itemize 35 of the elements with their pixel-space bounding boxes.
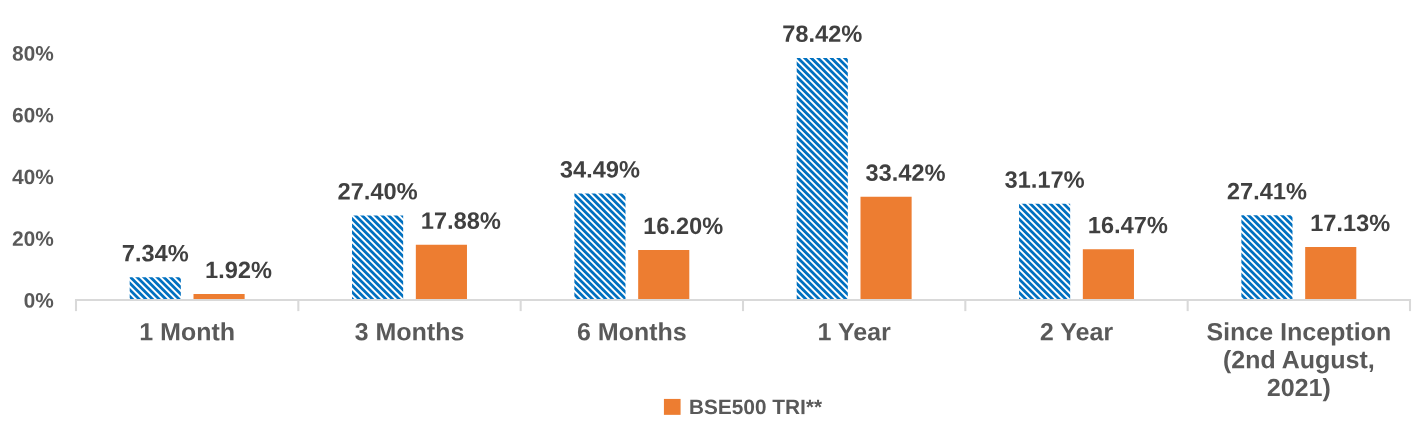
x-tick-label: 1 Year bbox=[819, 323, 891, 341]
x-tick-label: 3 Months bbox=[355, 322, 464, 341]
bar bbox=[1082, 249, 1134, 300]
bar bbox=[415, 244, 467, 300]
bar bbox=[574, 193, 626, 300]
data-label: 34.49% bbox=[560, 161, 640, 178]
data-label: 16.47% bbox=[1089, 216, 1168, 234]
y-tick-label: 80% bbox=[12, 46, 54, 61]
y-tick-label: 60% bbox=[12, 107, 54, 123]
y-tick-label: 40% bbox=[12, 169, 54, 185]
bar bbox=[796, 57, 848, 300]
y-tick-label: 0% bbox=[24, 293, 54, 308]
x-tick-label: 6 Months bbox=[577, 322, 686, 341]
data-label: 27.40% bbox=[338, 182, 418, 200]
bar bbox=[352, 215, 404, 300]
y-tick-label: 20% bbox=[12, 231, 54, 246]
x-tick-label: 1 Month bbox=[140, 322, 234, 341]
data-label: 78.42% bbox=[783, 25, 862, 43]
bar bbox=[638, 249, 690, 300]
bar bbox=[1241, 215, 1293, 300]
bar bbox=[1305, 247, 1357, 300]
data-label: 16.20% bbox=[644, 217, 723, 235]
data-label: 33.42% bbox=[866, 164, 945, 182]
legend-label: BSE500 TRI** bbox=[690, 399, 823, 415]
data-label: 31.17% bbox=[1005, 171, 1085, 189]
x-tick-label: 2 Year bbox=[1040, 322, 1113, 341]
data-label: 7.34% bbox=[122, 244, 189, 262]
bar bbox=[129, 277, 181, 300]
data-label: 1.92% bbox=[206, 261, 272, 279]
bar bbox=[1019, 203, 1071, 300]
data-label: 17.13% bbox=[1311, 214, 1390, 232]
data-label: 27.41% bbox=[1227, 182, 1307, 200]
x-tick-label: Since Inception (2nd August, 2021) bbox=[1207, 322, 1390, 402]
data-label: 17.88% bbox=[422, 212, 501, 230]
bar bbox=[860, 196, 912, 300]
